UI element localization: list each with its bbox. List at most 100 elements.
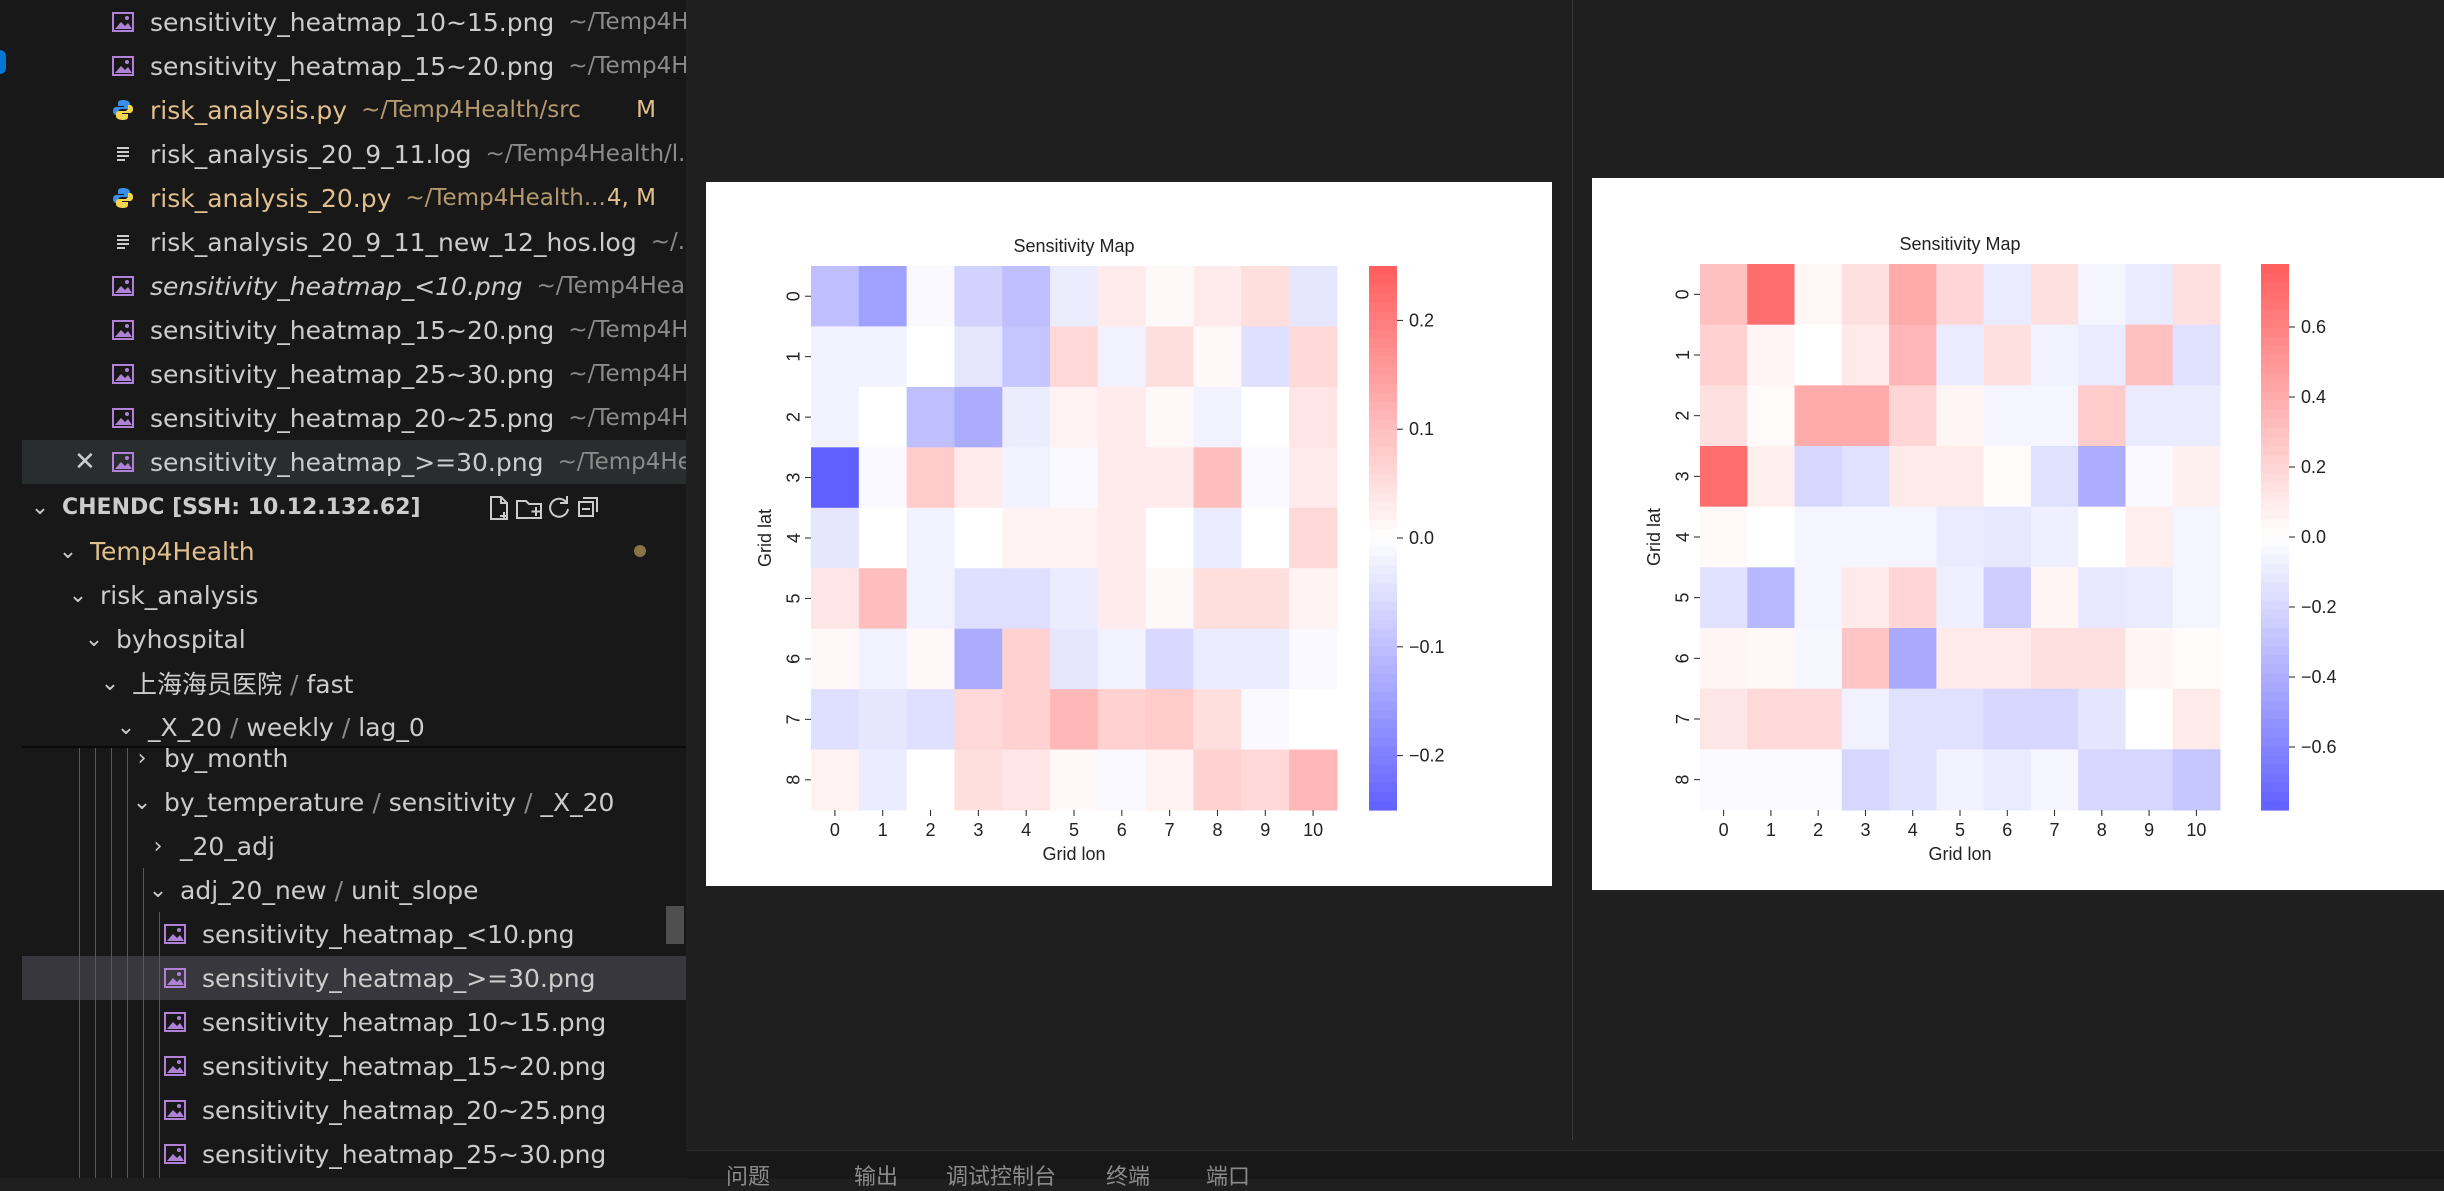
heatmap-cell (1936, 385, 1985, 447)
colorbar-segment (1369, 347, 1397, 358)
open-editor-item[interactable]: sensitivity_heatmap_20~25.png ~/Temp4H... (22, 396, 686, 440)
open-editor-item[interactable]: sensitivity_heatmap_10~15.png ~/Temp4H... (22, 0, 686, 44)
heatmap-cell (2125, 628, 2174, 690)
heatmap-cell (1193, 749, 1242, 811)
editor-group-divider[interactable] (1572, 0, 1573, 1140)
heatmap-cell (1050, 568, 1099, 630)
open-editor-item[interactable]: risk_analysis_20.py ~/Temp4Health... 4, M (22, 176, 686, 220)
tree-folder-20-adj[interactable]: › _20_adj (22, 824, 686, 868)
sidebar-scrollbar-thumb[interactable] (666, 906, 684, 944)
tree-file-item[interactable]: sensitivity_heatmap_<10.png (22, 912, 686, 956)
heatmap-cell (2125, 324, 2174, 386)
heatmap-cell (1097, 628, 1147, 690)
heatmap-cell (1193, 689, 1242, 751)
colorbar-segment (1369, 646, 1397, 657)
x-tick-label: 1 (878, 820, 888, 840)
heatmap-cell (1050, 749, 1099, 811)
file-path: ~/Temp4Health/src (361, 97, 581, 123)
heatmap-cell (1289, 326, 1338, 388)
tree-file-item[interactable]: sensitivity_heatmap_>=30.png (22, 956, 686, 1000)
explorer-section-header[interactable]: ⌄ CHENDC [SSH: 10.12.132.62] (22, 485, 686, 529)
tree-file-item[interactable]: sensitivity_heatmap_15~20.png (22, 1044, 686, 1088)
file-path: ~/Temp4H... (568, 405, 686, 431)
tree-folder-adj-20-new[interactable]: ⌄ adj_20_new / unit_slope (22, 868, 686, 912)
tree-folder-by-temperature[interactable]: ⌄ by_temperature / sensitivity / _X_20 (22, 780, 686, 824)
heatmap-cell (1794, 446, 1843, 508)
y-axis-label: Grid lat (755, 509, 775, 567)
colorbar-segment (1369, 692, 1397, 702)
colorbar-segment (2261, 409, 2289, 420)
heatmap-cell (2172, 628, 2221, 690)
heatmap-cell (2030, 446, 2079, 508)
heatmap-cell (2125, 749, 2174, 811)
file-name: risk_analysis_20.py (150, 183, 392, 213)
colorbar-segment (1369, 411, 1397, 421)
open-editor-item[interactable]: risk_analysis_20_9_11.log ~/Temp4Health/l… (22, 132, 686, 176)
y-tick-label: 8 (784, 775, 804, 785)
open-editor-item[interactable]: sensitivity_heatmap_15~20.png ~/Temp4H... (22, 44, 686, 88)
x-tick-label: 2 (926, 820, 936, 840)
open-editor-item[interactable]: ✕ sensitivity_heatmap_>=30.png ~/Temp4He..… (22, 440, 686, 484)
tree-folder-hospital[interactable]: ⌄ 上海海员医院 / fast (22, 661, 686, 705)
heatmap-cell (954, 689, 1003, 751)
heatmap-cell (1747, 688, 1796, 750)
tree-file-item[interactable]: sensitivity_heatmap_25~30.png (22, 1132, 686, 1176)
image-file-icon (112, 364, 134, 384)
open-editor-item[interactable]: sensitivity_heatmap_25~30.png ~/Temp4H... (22, 352, 686, 396)
colorbar-segment (2261, 455, 2289, 465)
chevron-right-icon: › (137, 745, 147, 771)
colorbar-segment (2261, 446, 2289, 456)
tree-file-item[interactable]: sensitivity_heatmap_10~15.png (22, 1000, 686, 1044)
panel-tab[interactable]: 输出 (854, 1165, 899, 1190)
panel-tab[interactable]: 终端 (1106, 1165, 1151, 1190)
heatmap-cell (1889, 446, 1937, 508)
chevron-down-icon[interactable]: ⌄ (30, 494, 50, 520)
colorbar-segment (2261, 373, 2289, 383)
x-tick-label: 9 (1260, 820, 1270, 840)
colorbar-segment (2261, 600, 2289, 611)
close-icon[interactable]: ✕ (74, 447, 96, 477)
new-folder-icon[interactable] (514, 493, 544, 523)
image-file-icon (164, 924, 186, 944)
heatmap-cell (1241, 447, 1290, 509)
tree-folder-by-month[interactable]: › by_month (22, 736, 686, 780)
collapse-all-icon[interactable] (574, 493, 604, 523)
refresh-icon[interactable] (544, 493, 574, 523)
x-tick-label: 8 (2097, 820, 2107, 840)
tree-file-item[interactable]: sensitivity_heatmap_20~25.png (22, 1088, 686, 1132)
chevron-down-icon: ⌄ (100, 670, 120, 696)
colorbar-segment (2261, 700, 2289, 711)
colorbar-segment (1369, 601, 1397, 612)
open-editor-item[interactable]: risk_analysis_20_9_11_new_12_hos.log ~/..… (22, 220, 686, 264)
colorbar-segment (1369, 483, 1397, 494)
heatmap-cell (2030, 324, 2079, 386)
heatmap-cell (1889, 324, 1937, 386)
colorbar-segment (2261, 482, 2289, 493)
heatmap-cell (1936, 324, 1985, 386)
open-editor-item[interactable]: sensitivity_heatmap_15~20.png ~/Temp4H... (22, 308, 686, 352)
panel-tab[interactable]: 调试控制台 (946, 1165, 1057, 1190)
tree-folder-x20[interactable]: ⌄ _X_20/weekly / lag_0 (22, 705, 686, 749)
y-tick-label: 3 (784, 473, 804, 483)
heatmap-cell (906, 568, 955, 630)
colorbar-segment (1369, 710, 1397, 720)
colorbar-segment (2261, 673, 2289, 684)
open-editor-item[interactable]: sensitivity_heatmap_<10.png ~/Temp4Heal..… (22, 264, 686, 308)
colorbar-segment (2261, 564, 2289, 574)
heatmap-cell (2078, 506, 2126, 568)
heatmap-cell (811, 507, 860, 569)
new-file-icon[interactable] (484, 493, 514, 523)
tree-folder-temp4health[interactable]: ⌄ Temp4Health (22, 529, 686, 573)
colorbar-segment (2261, 391, 2289, 402)
image-file-icon (112, 408, 134, 428)
heatmap-cell (858, 326, 908, 388)
heatmap-cell (2125, 446, 2174, 508)
heatmap-cell (954, 568, 1003, 630)
tree-folder-byhospital[interactable]: ⌄ byhospital (22, 617, 686, 661)
panel-tab[interactable]: 端口 (1206, 1165, 1251, 1190)
tree-folder-risk-analysis[interactable]: ⌄ risk_analysis (22, 573, 686, 617)
panel-tab[interactable]: 问题 (726, 1165, 771, 1190)
chevron-down-icon: ⌄ (116, 714, 136, 740)
colorbar-segment (1369, 655, 1397, 666)
open-editor-item[interactable]: risk_analysis.py ~/Temp4Health/src M (22, 88, 686, 132)
